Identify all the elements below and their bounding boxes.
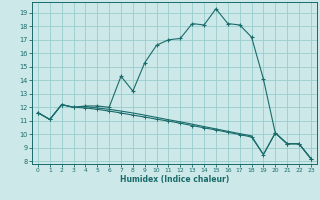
X-axis label: Humidex (Indice chaleur): Humidex (Indice chaleur)	[120, 175, 229, 184]
